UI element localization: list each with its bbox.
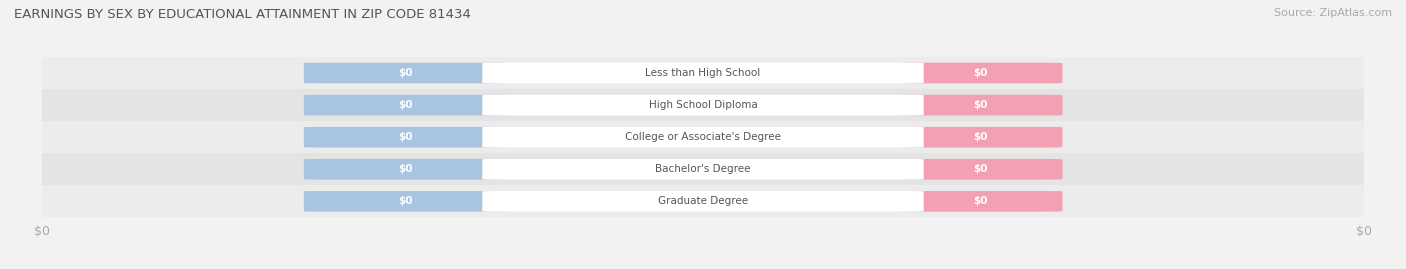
Text: $0: $0 xyxy=(973,68,988,78)
FancyBboxPatch shape xyxy=(482,191,924,212)
Text: $0: $0 xyxy=(398,68,413,78)
FancyBboxPatch shape xyxy=(304,95,508,115)
Bar xyxy=(42,121,1364,153)
FancyBboxPatch shape xyxy=(898,191,1063,212)
Text: High School Diploma: High School Diploma xyxy=(648,100,758,110)
FancyBboxPatch shape xyxy=(304,127,508,147)
Text: $0: $0 xyxy=(398,164,413,174)
FancyBboxPatch shape xyxy=(304,63,508,83)
Bar xyxy=(42,185,1364,217)
FancyBboxPatch shape xyxy=(304,159,508,180)
FancyBboxPatch shape xyxy=(304,191,508,212)
Bar xyxy=(42,153,1364,185)
Bar xyxy=(42,89,1364,121)
Text: Graduate Degree: Graduate Degree xyxy=(658,196,748,206)
Text: EARNINGS BY SEX BY EDUCATIONAL ATTAINMENT IN ZIP CODE 81434: EARNINGS BY SEX BY EDUCATIONAL ATTAINMEN… xyxy=(14,8,471,21)
Text: $0: $0 xyxy=(973,164,988,174)
Text: $0: $0 xyxy=(398,132,413,142)
FancyBboxPatch shape xyxy=(898,63,1063,83)
FancyBboxPatch shape xyxy=(482,95,924,115)
Text: Less than High School: Less than High School xyxy=(645,68,761,78)
FancyBboxPatch shape xyxy=(482,63,924,83)
Text: Source: ZipAtlas.com: Source: ZipAtlas.com xyxy=(1274,8,1392,18)
FancyBboxPatch shape xyxy=(482,127,924,147)
Text: $0: $0 xyxy=(398,196,413,206)
FancyBboxPatch shape xyxy=(898,95,1063,115)
FancyBboxPatch shape xyxy=(482,159,924,180)
Text: $0: $0 xyxy=(398,100,413,110)
Text: Bachelor's Degree: Bachelor's Degree xyxy=(655,164,751,174)
Text: $0: $0 xyxy=(973,132,988,142)
Text: $0: $0 xyxy=(973,196,988,206)
Text: College or Associate's Degree: College or Associate's Degree xyxy=(626,132,780,142)
FancyBboxPatch shape xyxy=(898,127,1063,147)
Text: $0: $0 xyxy=(973,100,988,110)
FancyBboxPatch shape xyxy=(898,159,1063,180)
Bar xyxy=(42,57,1364,89)
